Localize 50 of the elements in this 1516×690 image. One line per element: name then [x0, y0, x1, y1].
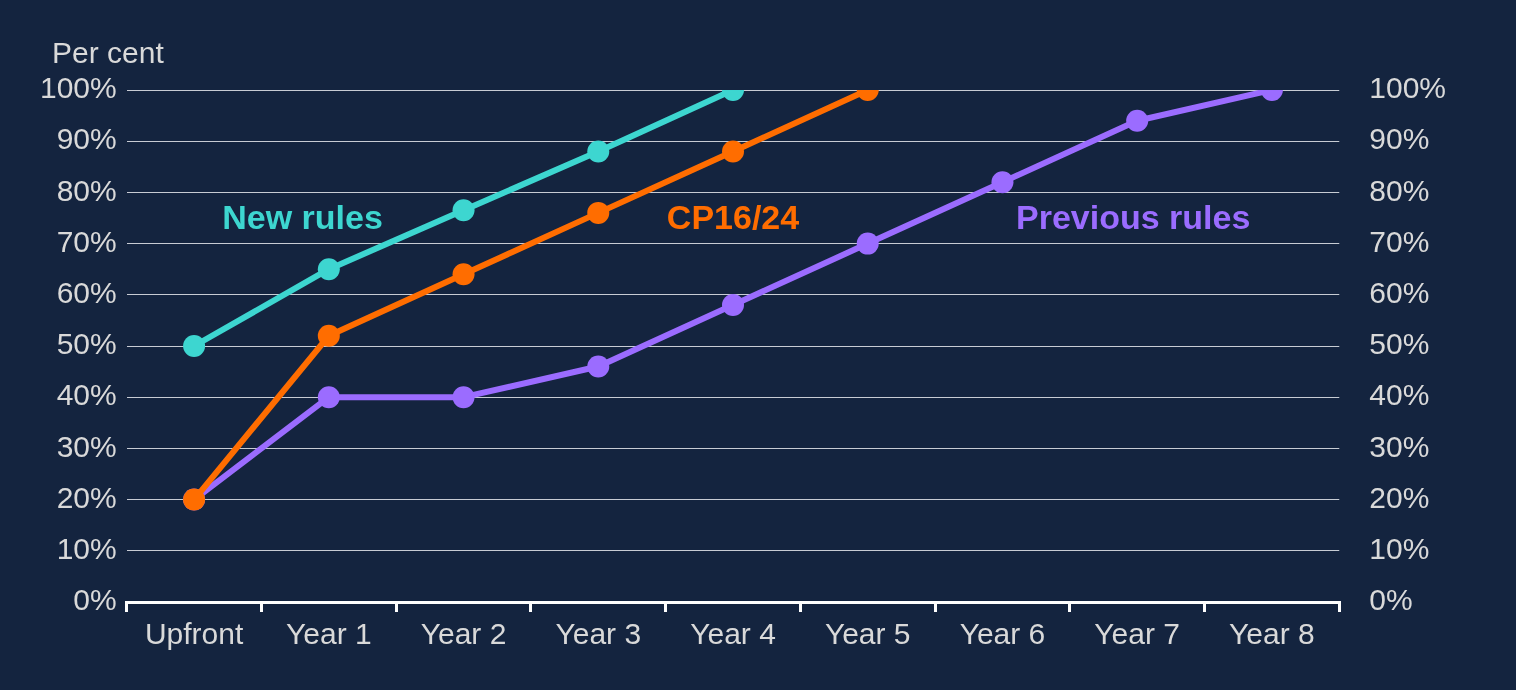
- y-tick-label: 80%: [56, 173, 117, 207]
- point: [722, 294, 744, 317]
- y-tick-label: 40%: [56, 378, 117, 412]
- point: [991, 171, 1014, 194]
- point: [452, 263, 475, 286]
- series-label: New rules: [222, 197, 383, 236]
- point: [722, 140, 744, 163]
- y-tick-label: 60%: [56, 276, 117, 310]
- x-tick-label: Year 8: [1229, 617, 1315, 651]
- y2-tick-label: 40%: [1369, 378, 1430, 412]
- x-tick-label: Year 5: [824, 617, 911, 651]
- y2-tick-label: 20%: [1369, 480, 1430, 514]
- point: [587, 201, 610, 224]
- x-tick-label: Year 6: [959, 617, 1046, 651]
- point: [317, 258, 340, 281]
- series-label: Previous rules: [1015, 197, 1251, 236]
- point: [587, 355, 610, 378]
- y2-tick-label: 60%: [1369, 276, 1430, 310]
- y-tick-label: 90%: [56, 122, 117, 156]
- y-axis-title: Per cent: [52, 36, 165, 70]
- y-tick-label: 20%: [56, 480, 117, 514]
- y-tick-label: 30%: [56, 429, 117, 463]
- point: [452, 386, 475, 409]
- y-tick-label: 10%: [56, 532, 117, 566]
- point: [452, 199, 475, 222]
- y-tick-label: 0%: [73, 583, 117, 617]
- y2-tick-label: 90%: [1369, 122, 1430, 156]
- x-tick-label: Year 4: [690, 617, 776, 651]
- point: [317, 324, 340, 347]
- point: [183, 335, 206, 357]
- point: [1126, 109, 1149, 132]
- series-label: CP16/24: [666, 197, 800, 236]
- x-tick-label: Year 2: [420, 617, 507, 651]
- y-tick-label: 70%: [56, 224, 117, 258]
- y2-tick-label: 70%: [1369, 224, 1430, 258]
- y2-tick-label: 10%: [1369, 532, 1430, 566]
- y2-tick-label: 0%: [1369, 583, 1413, 617]
- point: [856, 232, 879, 255]
- y2-tick-label: 80%: [1369, 173, 1430, 207]
- point: [317, 386, 340, 409]
- y2-tick-label: 50%: [1369, 327, 1430, 361]
- point: [587, 140, 610, 163]
- y-tick-label: 100%: [39, 71, 117, 105]
- x-tick-label: Year 7: [1094, 617, 1180, 651]
- y2-tick-label: 30%: [1369, 429, 1430, 463]
- x-tick-label: Upfront: [144, 617, 244, 651]
- x-tick-label: Year 1: [286, 617, 372, 651]
- x-tick-label: Year 3: [555, 617, 642, 651]
- y-tick-label: 50%: [56, 327, 117, 361]
- y2-tick-label: 100%: [1369, 71, 1447, 105]
